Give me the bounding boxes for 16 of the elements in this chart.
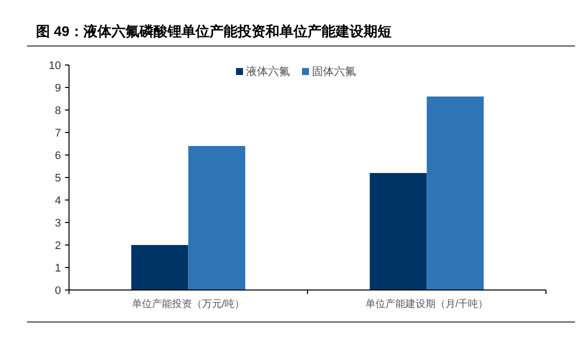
y-tick-label: 4	[54, 195, 61, 207]
y-tick-label: 7	[54, 128, 61, 140]
legend-label: 液体六氟	[246, 65, 290, 78]
y-tick-label: 8	[54, 105, 61, 117]
y-tick-label: 10	[48, 60, 61, 72]
x-tick-label: 单位产能建设期（月/千吨）	[365, 298, 488, 310]
y-tick-label: 1	[54, 262, 61, 274]
y-tick-label: 9	[54, 82, 61, 94]
legend-label: 固体六氟	[312, 65, 356, 78]
y-tick-label: 0	[54, 285, 61, 297]
y-tick-label: 5	[54, 172, 61, 184]
chart-title: 图 49：液体六氟磷酸锂单位产能投资和单位产能建设期短	[36, 23, 392, 39]
y-tick-label: 3	[54, 218, 61, 230]
y-tick-label: 6	[54, 150, 61, 162]
x-tick-label: 单位产能投资（万元/吨）	[132, 298, 245, 310]
y-tick-label: 2	[54, 240, 61, 252]
